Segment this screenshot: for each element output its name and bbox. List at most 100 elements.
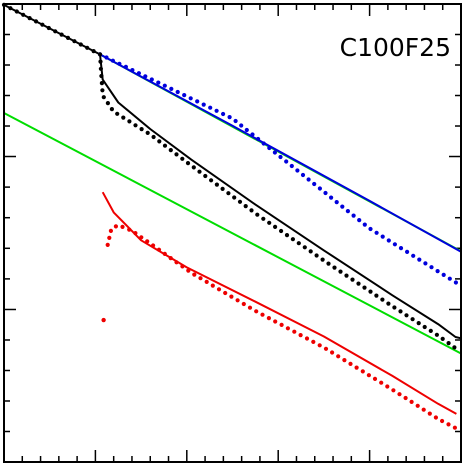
data-point — [289, 163, 294, 169]
data-point — [267, 220, 272, 225]
data-point — [27, 16, 32, 21]
data-point — [244, 127, 249, 133]
data-point — [422, 324, 427, 330]
data-point — [342, 358, 347, 363]
data-point — [338, 269, 343, 274]
data-point — [380, 234, 385, 239]
data-point — [302, 245, 307, 250]
series-lines — [3, 4, 462, 415]
data-point — [197, 169, 202, 174]
data-point — [261, 216, 266, 221]
data-point — [368, 226, 373, 232]
data-point — [320, 257, 325, 262]
data-point — [91, 49, 96, 54]
data-point — [105, 101, 110, 106]
data-point — [195, 99, 200, 104]
data-point — [255, 212, 260, 217]
data-point — [295, 168, 300, 173]
data-point — [374, 293, 379, 298]
data-point — [235, 298, 240, 303]
data-point — [304, 336, 310, 341]
data-point — [440, 336, 445, 341]
data-point — [162, 143, 168, 148]
data-point — [8, 6, 13, 11]
data-point — [260, 312, 265, 317]
data-point — [98, 59, 103, 64]
data-point — [372, 376, 378, 381]
data-point — [261, 141, 266, 146]
data-point — [162, 251, 167, 256]
data-point — [65, 35, 71, 41]
series-line-0 — [3, 112, 462, 355]
data-point — [446, 341, 451, 346]
data-point — [332, 265, 337, 270]
data-point — [279, 228, 284, 234]
data-point — [174, 152, 179, 157]
data-point — [191, 165, 196, 170]
data-point — [254, 309, 259, 314]
data-point — [398, 246, 404, 251]
data-point — [239, 123, 244, 128]
data-point — [344, 273, 349, 278]
data-point — [101, 317, 106, 323]
data-point — [362, 222, 367, 227]
data-point — [385, 384, 390, 389]
data-point — [201, 102, 206, 107]
data-point — [203, 173, 208, 179]
data-point — [143, 74, 148, 79]
data-point — [46, 25, 51, 31]
data-point — [175, 89, 180, 95]
data-point — [410, 317, 415, 322]
data-point — [40, 22, 45, 27]
data-point — [357, 218, 362, 223]
data-point — [127, 119, 132, 124]
data-point — [256, 136, 261, 142]
data-point — [314, 253, 319, 258]
data-point — [428, 328, 433, 333]
series-points — [1, 2, 458, 430]
data-point — [192, 272, 197, 277]
data-point — [423, 261, 428, 266]
data-point — [323, 346, 329, 351]
data-point — [340, 204, 345, 209]
data-point — [336, 354, 341, 359]
data-point — [72, 39, 77, 44]
data-point — [174, 260, 179, 265]
data-point — [186, 268, 191, 273]
data-point — [429, 265, 434, 270]
data-point — [162, 83, 167, 88]
data-point — [127, 227, 132, 232]
data-point — [115, 111, 120, 116]
data-point — [53, 29, 58, 34]
data-point — [151, 243, 156, 248]
data-point — [356, 281, 361, 286]
data-point — [169, 86, 174, 91]
data-point — [216, 287, 222, 292]
data-point — [354, 365, 359, 370]
data-point — [243, 204, 248, 209]
data-point — [180, 156, 185, 161]
data-point — [214, 108, 219, 113]
data-point — [362, 285, 367, 290]
data-point — [229, 294, 234, 299]
data-point — [290, 237, 295, 242]
data-point — [108, 228, 113, 233]
data-point — [101, 95, 106, 100]
data-point — [185, 161, 191, 166]
data-point — [232, 195, 237, 200]
data-point — [241, 301, 246, 307]
data-point — [59, 32, 64, 37]
data-point — [133, 231, 138, 236]
data-point — [97, 52, 103, 57]
data-point — [250, 132, 255, 137]
data-point — [104, 55, 109, 60]
data-point — [149, 77, 154, 82]
data-point — [334, 200, 339, 205]
data-point — [220, 186, 225, 191]
data-point — [85, 45, 90, 50]
data-point — [404, 313, 409, 318]
data-point — [266, 316, 271, 321]
data-point — [345, 209, 350, 214]
data-point — [226, 191, 231, 196]
